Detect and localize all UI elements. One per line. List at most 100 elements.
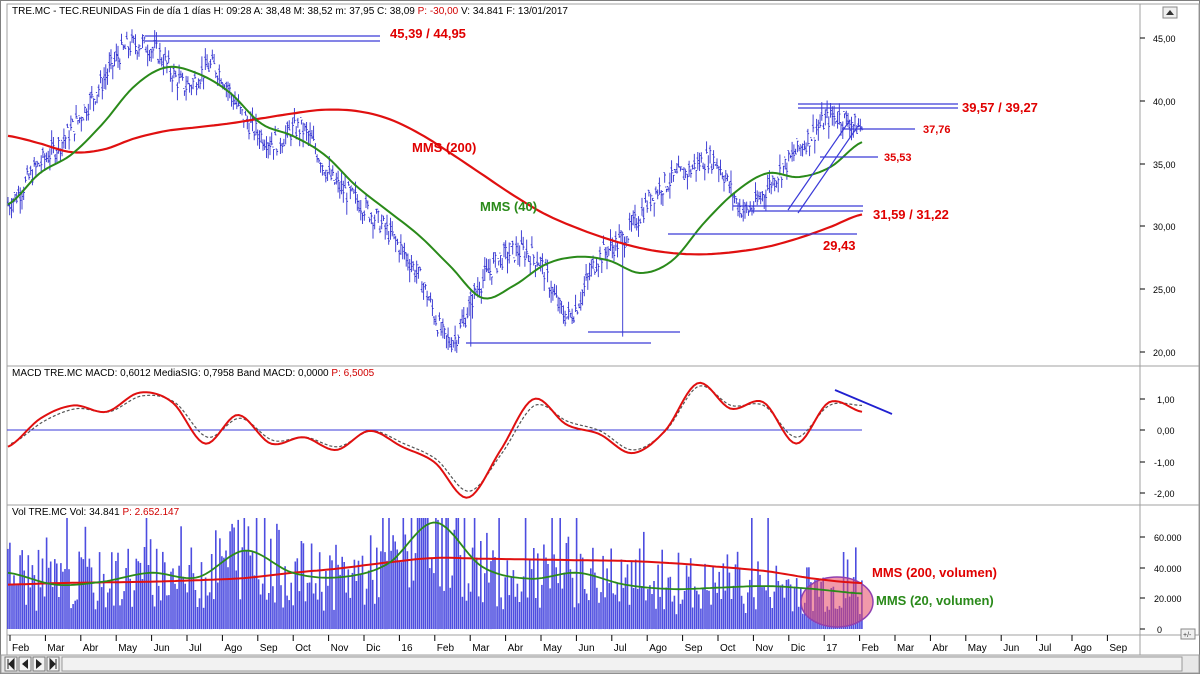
- volume-bar: [545, 557, 547, 630]
- first-page-button[interactable]: [4, 656, 18, 672]
- price-bar: [420, 281, 424, 293]
- volume-bar: [763, 587, 765, 629]
- price-bar: [81, 116, 85, 121]
- price-bar: [258, 130, 261, 149]
- volume-bar: [300, 541, 303, 630]
- price-bar: [301, 122, 305, 148]
- price-bar: [490, 274, 493, 285]
- volume-bar: [716, 592, 718, 630]
- volume-bar: [298, 591, 301, 629]
- volume-bar: [608, 583, 610, 630]
- price-bar: [382, 215, 385, 221]
- price-bar: [764, 189, 768, 211]
- price-bar: [539, 256, 542, 272]
- price-bar: [810, 137, 813, 141]
- x-axis-label: May: [118, 643, 137, 654]
- price-bar: [347, 181, 350, 186]
- volume-bar: [802, 613, 804, 629]
- price-bar: [588, 262, 591, 281]
- price-bar: [214, 70, 217, 79]
- price-bar: [150, 48, 153, 62]
- volume-bar: [227, 567, 229, 629]
- price-bar: [556, 296, 560, 312]
- price-bar: [282, 138, 286, 147]
- x-axis-labels: Feb Mar Abr May Jun Jul Ago Sep Oct Nov Dic 16 Feb Ma…: [9, 635, 1128, 654]
- volume-bar: [702, 587, 704, 630]
- volume-bar: [669, 576, 672, 630]
- volume-bar: [638, 548, 641, 630]
- volume-bar: [192, 573, 195, 630]
- volume-bar: [327, 585, 329, 629]
- price-bar: [733, 192, 736, 204]
- label-vol-mms-200: MMS (200, volumen): [872, 565, 997, 580]
- symbol-label: TRE.MC: [12, 6, 50, 17]
- scroll-up-button[interactable]: [1162, 6, 1178, 19]
- volume-bar: [121, 599, 123, 629]
- volume-bar: [791, 611, 794, 630]
- volume-bar: [535, 598, 537, 630]
- price-bar: [773, 177, 776, 192]
- volume-bar: [88, 558, 91, 629]
- price-bar: [838, 103, 841, 125]
- volume-bar: [235, 570, 237, 629]
- price-bar: [621, 231, 624, 337]
- volume-bar: [767, 518, 769, 629]
- volume-bar: [41, 558, 44, 630]
- volume-bar: [139, 562, 142, 630]
- volume-bar: [13, 575, 15, 629]
- volume-bar: [255, 518, 258, 629]
- volume-bar: [412, 580, 415, 629]
- price-bar: [132, 35, 135, 44]
- prev-page-button[interactable]: [18, 656, 32, 672]
- x-axis-label: Nov: [331, 643, 349, 654]
- volume-bar: [477, 596, 480, 630]
- volume-bar: [170, 571, 172, 629]
- volume-bar: [231, 523, 233, 629]
- price-bar: [562, 305, 565, 324]
- volume-bar: [25, 604, 27, 630]
- volume-bar: [632, 588, 635, 629]
- price-bar: [445, 333, 448, 349]
- price-bar: [509, 243, 513, 247]
- price-bar: [158, 42, 162, 65]
- price-bar: [431, 299, 434, 316]
- last-page-button[interactable]: [46, 656, 60, 672]
- next-page-button[interactable]: [32, 656, 46, 672]
- price-bar: [27, 173, 31, 180]
- price-bar: [803, 140, 806, 151]
- scroll-thumb[interactable]: [61, 656, 1183, 672]
- price-bar: [537, 262, 541, 267]
- price-bar: [663, 172, 666, 183]
- volume-bar: [363, 604, 366, 629]
- price-bar: [808, 143, 811, 157]
- price-bar: [83, 104, 86, 113]
- price-bar: [670, 160, 673, 183]
- zoom-button[interactable]: +/-: [1180, 628, 1196, 640]
- volume-bar: [508, 595, 511, 630]
- zoom-icon: +/-: [1183, 632, 1192, 639]
- volume-bar: [265, 599, 268, 630]
- price-bar: [719, 159, 722, 176]
- price-bar: [771, 175, 775, 186]
- volume-bar: [653, 581, 655, 629]
- volume-bar: [785, 579, 788, 629]
- price-tick-35: 35,00: [1153, 160, 1176, 170]
- volume-bar: [724, 590, 727, 629]
- x-axis-label: Nov: [755, 643, 773, 654]
- volume-bar: [482, 602, 484, 630]
- price-axis-ticks: 45,00 40,00 35,00 30,00 25,00 20,00: [1140, 34, 1176, 358]
- x-axis-label: Abr: [932, 643, 948, 654]
- price-bar: [549, 280, 553, 303]
- volume-bar: [577, 603, 580, 629]
- price-bar: [560, 301, 563, 314]
- volume-bar: [221, 556, 223, 629]
- price-bar: [703, 163, 706, 181]
- price-bar: [806, 128, 810, 147]
- price-bar: [584, 264, 588, 281]
- price-bar: [434, 315, 438, 326]
- price-bar: [97, 84, 100, 98]
- price-tick-20: 20,00: [1153, 348, 1176, 358]
- volume-bar: [765, 590, 767, 629]
- price-bar: [429, 292, 432, 303]
- price-bar: [94, 99, 97, 105]
